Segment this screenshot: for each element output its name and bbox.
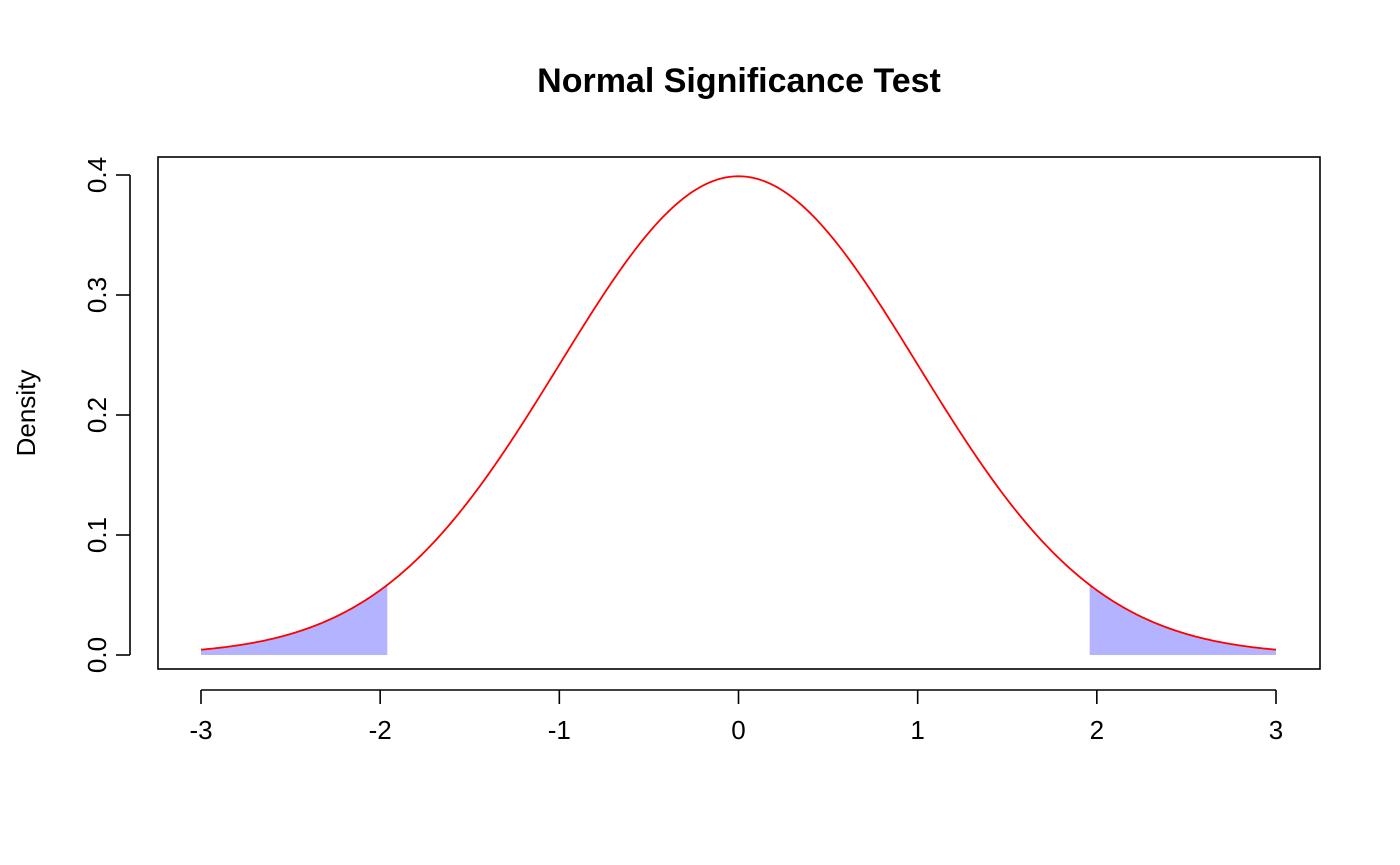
x-tick-label: -1	[548, 715, 571, 745]
density-curve-layer	[200, 175, 1277, 651]
y-tick-label: 0.2	[82, 397, 112, 433]
density-curve	[200, 175, 1277, 651]
x-tick-label: -2	[369, 715, 392, 745]
shaded-region-lower-tail	[201, 584, 388, 655]
x-tick-label: 1	[910, 715, 924, 745]
plot-frame	[157, 156, 1321, 670]
y-axis: 0.0 0.1 0.2 0.3 0.4	[82, 157, 131, 673]
shaded-region-upper-tail	[1089, 584, 1276, 655]
y-tick-label: 0.4	[82, 157, 112, 193]
x-tick-label: 3	[1269, 715, 1283, 745]
y-tick-label: 0.3	[82, 277, 112, 313]
chart-title: Normal Significance Test	[537, 62, 941, 100]
y-tick-label: 0.1	[82, 517, 112, 553]
x-tick-label: 0	[731, 715, 745, 745]
x-tick-label: -3	[189, 715, 212, 745]
x-axis: -3 -2 -1 0 1 2 3	[189, 689, 1283, 745]
y-axis-label: Density	[11, 370, 41, 457]
shaded-regions	[201, 584, 1276, 655]
y-tick-label: 0.0	[82, 637, 112, 673]
x-tick-label: 2	[1090, 715, 1104, 745]
